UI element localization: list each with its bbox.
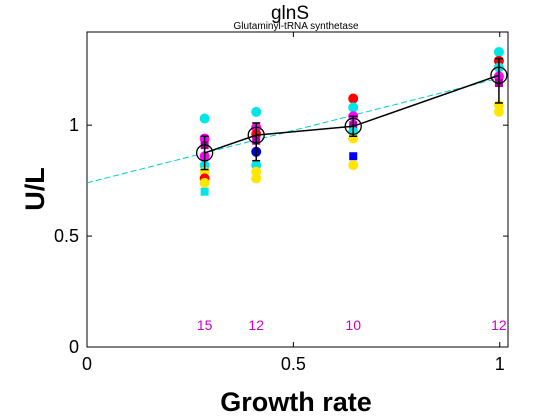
chart-subtitle: Glutaminyl-tRNA synthetase bbox=[233, 21, 358, 32]
plot-area bbox=[86, 31, 509, 348]
x-axis-label: Growth rate bbox=[220, 387, 372, 417]
sample-count-label: 12 bbox=[248, 317, 264, 333]
fit-line bbox=[86, 75, 509, 184]
replicate-point bbox=[251, 173, 262, 184]
y-tick-label: 1 bbox=[69, 115, 79, 135]
replicate-point bbox=[251, 106, 262, 117]
x-tick-label: 0.5 bbox=[281, 354, 306, 374]
y-tick-label: 0 bbox=[69, 337, 79, 357]
sample-count-label: 15 bbox=[197, 317, 213, 333]
replicate-point bbox=[493, 106, 504, 117]
x-tick-label: 0 bbox=[82, 354, 92, 374]
mean-line bbox=[204, 74, 500, 154]
replicate-point bbox=[199, 177, 210, 188]
replicate-point bbox=[493, 46, 504, 57]
x-tick-label: 1 bbox=[495, 354, 505, 374]
axis-ticks: 0 0.5 100.51 bbox=[54, 32, 508, 374]
sample-count-label: 12 bbox=[491, 317, 507, 333]
sample-count-label: 10 bbox=[345, 317, 361, 333]
replicate-point bbox=[199, 113, 210, 124]
fit-line-group bbox=[86, 75, 509, 184]
mean-marker bbox=[344, 117, 362, 135]
mean-marker bbox=[195, 144, 214, 162]
chart-title: glnS bbox=[271, 3, 309, 24]
replicate-point bbox=[200, 187, 209, 196]
y-axis-label: U/L bbox=[20, 167, 50, 211]
mean-markers bbox=[195, 57, 508, 171]
replicate-point bbox=[348, 160, 359, 171]
replicate-point bbox=[349, 152, 358, 161]
sample-counts: 15 12 10 12 bbox=[197, 317, 507, 333]
y-tick-label: 0.5 bbox=[54, 226, 79, 246]
replicate-point bbox=[348, 102, 359, 113]
mean-marker bbox=[490, 66, 508, 84]
replicate-point bbox=[348, 93, 359, 104]
mean-marker bbox=[247, 126, 265, 144]
